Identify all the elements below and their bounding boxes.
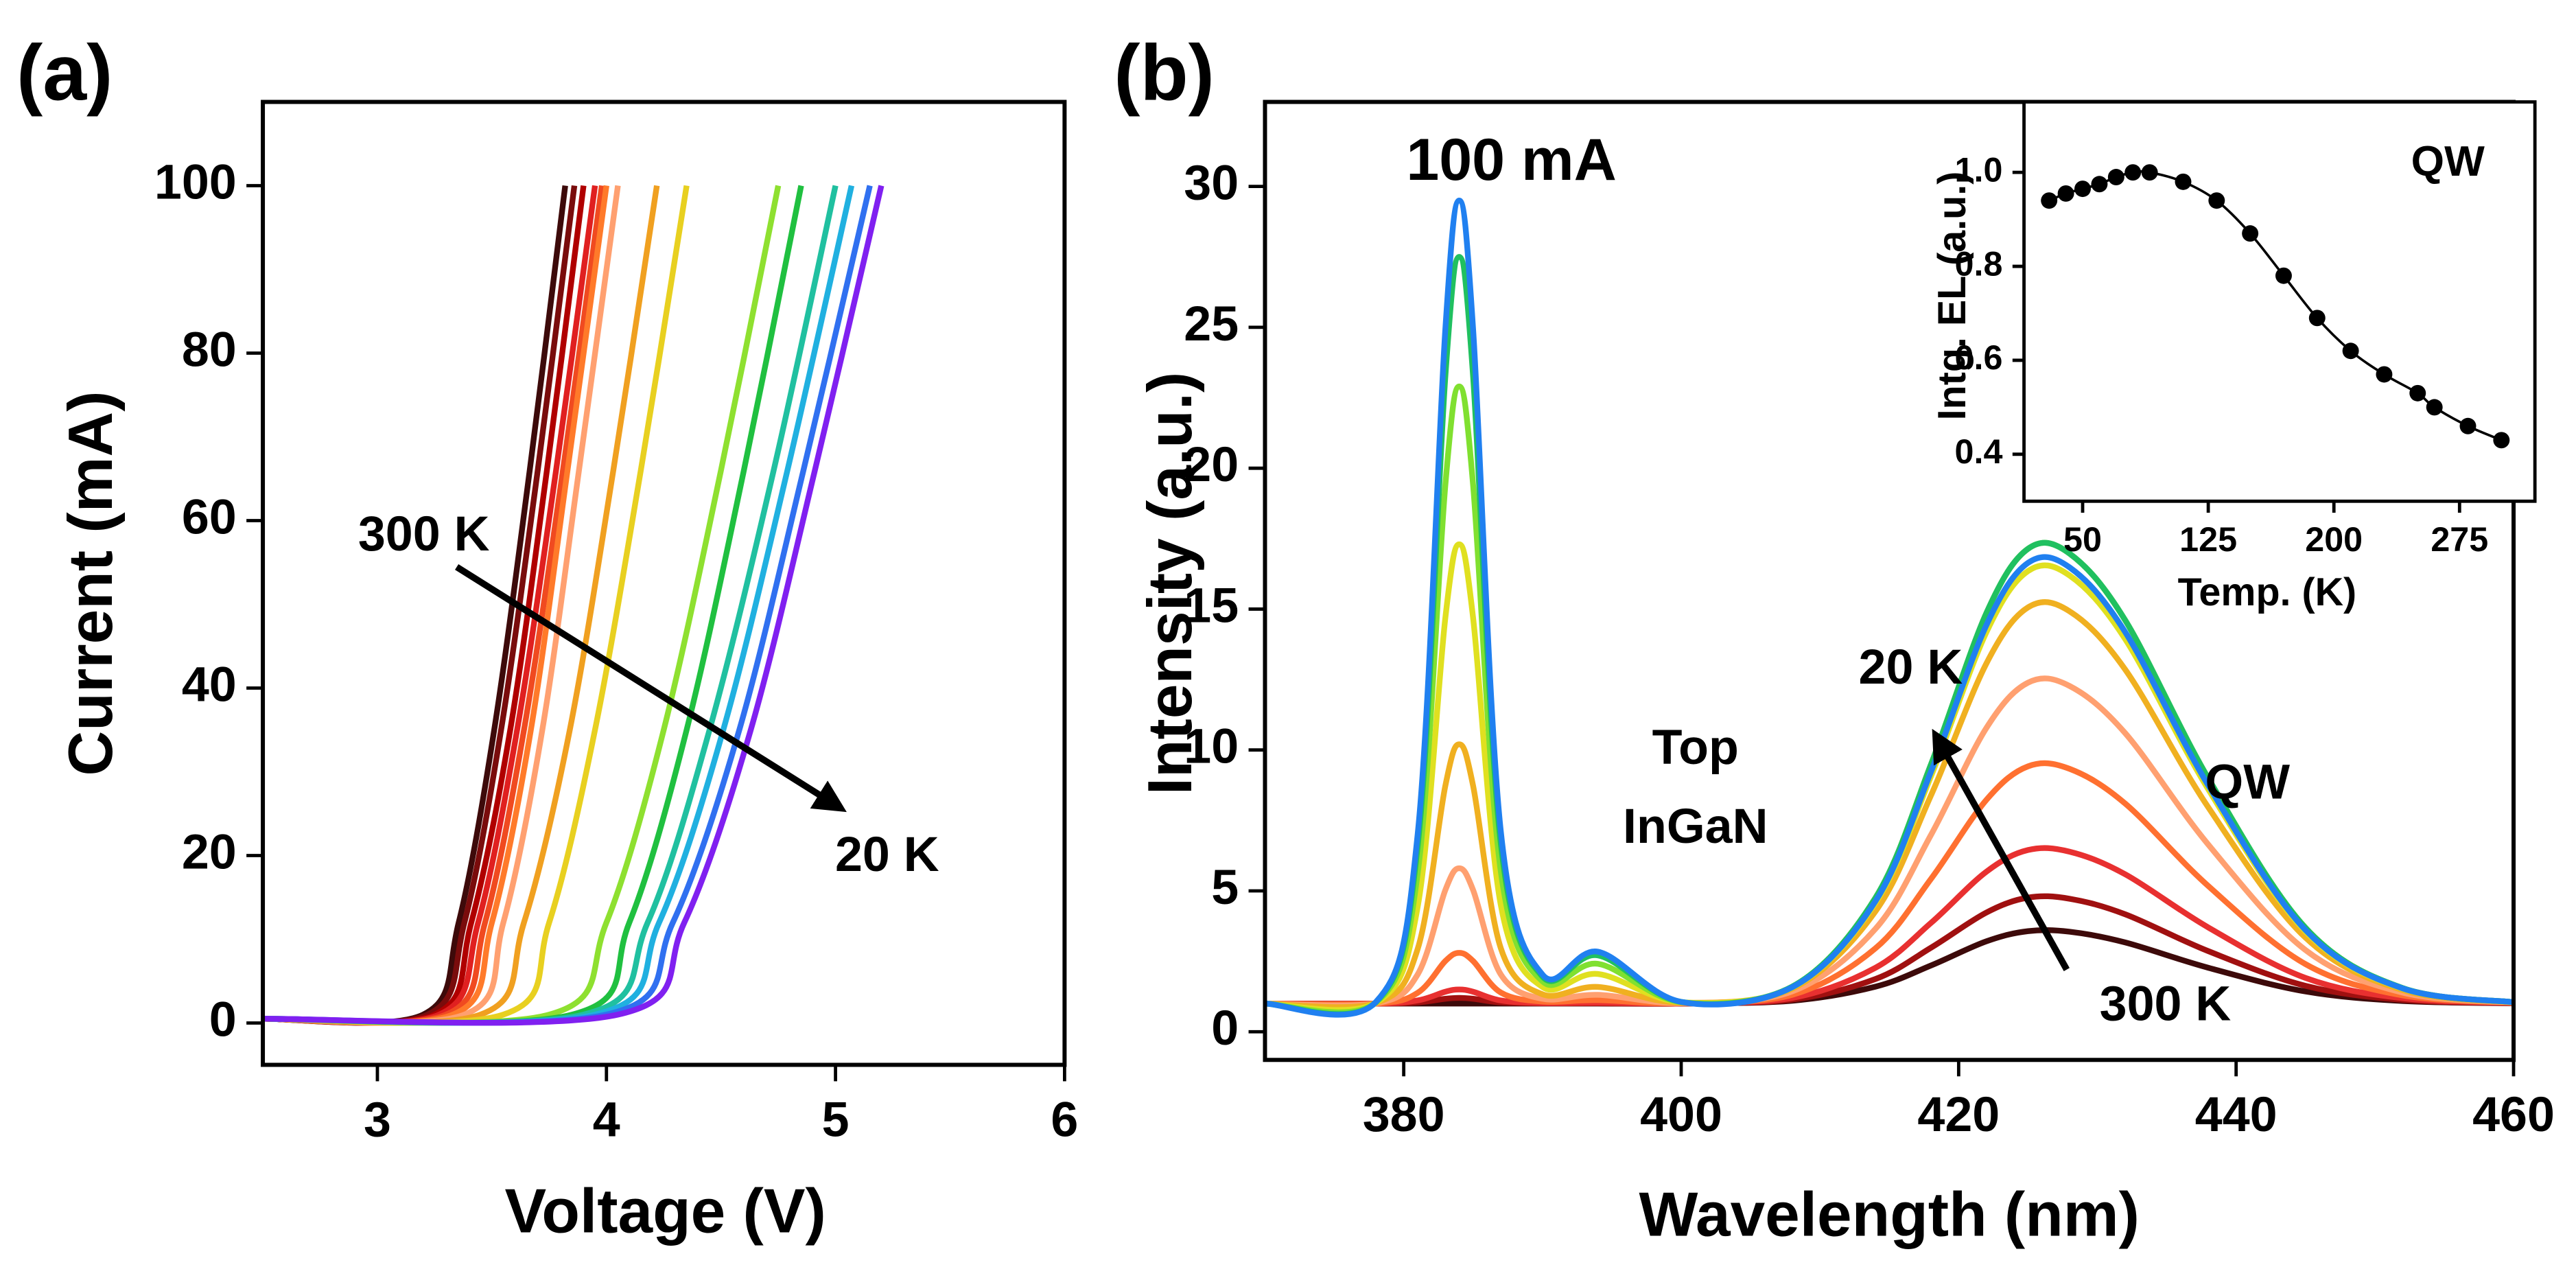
series-line (263, 185, 885, 1026)
marker (2107, 169, 2124, 185)
y-tick-label: 0.4 (1955, 432, 2003, 471)
plot-frame (261, 100, 1067, 1067)
annotation: 300 K (358, 507, 490, 561)
y-tick-label: 40 (182, 657, 237, 712)
x-tick-label: 275 (2431, 520, 2488, 559)
marker (2175, 173, 2192, 190)
annotation: QW (2205, 754, 2290, 809)
y-tick-label: 80 (182, 322, 237, 377)
marker (2242, 225, 2259, 242)
series-line (263, 185, 660, 1026)
x-tick-label: 5 (822, 1092, 850, 1147)
y-axis-label: Intensity (a.u.) (1136, 372, 1205, 795)
panel-label: (b) (1114, 29, 1215, 117)
marker (2459, 417, 2477, 434)
x-tick-label: 400 (1640, 1087, 1722, 1142)
marker (2208, 192, 2225, 209)
x-tick-label: 460 (2472, 1087, 2555, 1142)
y-tick-label: 60 (182, 489, 237, 544)
marker (2041, 192, 2058, 209)
marker (2493, 432, 2510, 449)
series-line (1265, 845, 2514, 1007)
y-tick-label: 1.0 (1955, 150, 2003, 189)
marker (2275, 267, 2292, 284)
marker (2409, 384, 2426, 402)
y-tick-label: 0.6 (1955, 338, 2003, 377)
marker (2091, 176, 2108, 193)
x-tick-label: 3 (364, 1092, 391, 1147)
x-tick-label: 6 (1051, 1092, 1078, 1147)
x-tick-label: 380 (1363, 1087, 1445, 1142)
marker (2124, 164, 2142, 181)
series-line (1265, 760, 2514, 1008)
arrow (455, 563, 847, 813)
series-line (1265, 197, 2514, 1018)
plot-frame (1263, 100, 2516, 1062)
series-line (263, 185, 621, 1026)
plot-frame (2022, 100, 2537, 503)
x-tick-label: 50 (2063, 520, 2102, 559)
y-tick-label: 5 (1211, 860, 1239, 915)
y-tick-label: 20 (1184, 437, 1239, 492)
series-line (1265, 927, 2514, 1007)
panel-label: (a) (16, 29, 113, 117)
marker (2057, 185, 2074, 202)
annotation: 20 K (835, 827, 939, 882)
x-tick-label: 200 (2305, 520, 2363, 559)
y-tick-label: 0.8 (1955, 244, 2003, 283)
annotation: InGaN (1623, 799, 1768, 854)
marker (2376, 366, 2393, 383)
y-tick-label: 15 (1184, 578, 1239, 633)
y-tick-label: 10 (1184, 719, 1239, 774)
x-tick-label: 440 (2195, 1087, 2278, 1142)
y-tick-label: 25 (1184, 297, 1239, 351)
x-tick-label: 125 (2179, 520, 2237, 559)
annotation: 100 mA (1406, 127, 1617, 193)
x-axis-label: Voltage (V) (504, 1177, 826, 1246)
x-tick-label: 420 (1917, 1087, 2000, 1142)
annotation: Top (1652, 720, 1739, 775)
y-axis-label: Current (mA) (56, 391, 126, 776)
inset-background (2024, 102, 2536, 502)
marker (2141, 164, 2158, 181)
x-axis-label: Temp. (K) (2178, 570, 2357, 614)
annotation: QW (2411, 138, 2485, 185)
y-tick-label: 0 (209, 992, 237, 1047)
y-tick-label: 20 (182, 824, 237, 879)
arrow (1932, 728, 2070, 971)
series-line (1265, 893, 2514, 1007)
marker (2074, 181, 2091, 198)
x-tick-label: 4 (593, 1092, 620, 1147)
annotation: 20 K (1859, 640, 1963, 695)
x-axis-label: Wavelength (nm) (1639, 1181, 2140, 1250)
marker (2426, 399, 2443, 416)
marker (2342, 342, 2359, 360)
y-axis-label: Intg. EL (a.u.) (1930, 172, 1974, 421)
y-tick-label: 30 (1184, 156, 1239, 211)
y-tick-label: 0 (1211, 1001, 1239, 1056)
annotation: 300 K (2100, 977, 2232, 1032)
series-line (1265, 675, 2514, 1009)
marker (2308, 310, 2326, 327)
y-tick-label: 100 (154, 154, 237, 209)
